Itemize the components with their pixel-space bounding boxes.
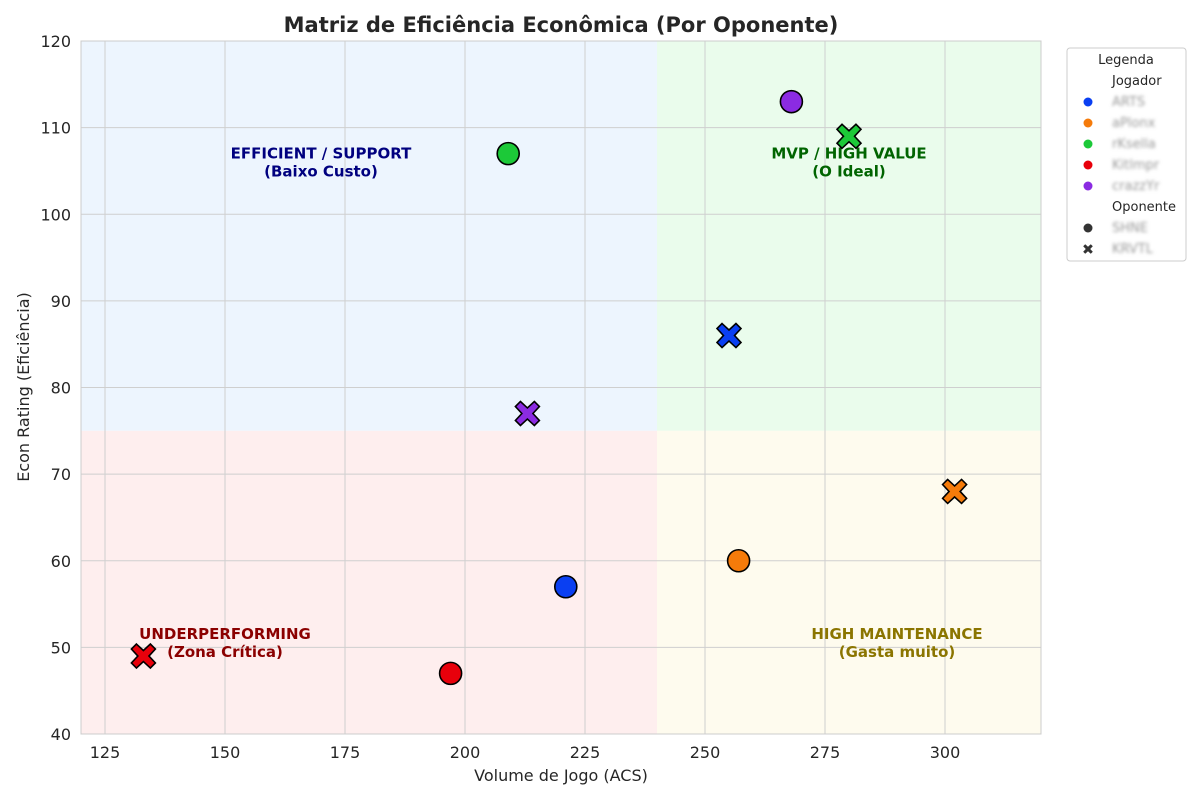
- legend-player-name: rKsella: [1112, 137, 1156, 152]
- y-axis-label: Econ Rating (Eficiência): [14, 292, 33, 482]
- point-x: [130, 642, 157, 670]
- point-x: [514, 400, 541, 427]
- x-tick-label: 150: [210, 743, 241, 762]
- point-circle: [496, 141, 521, 166]
- quadrant-sublabel-high: (Gasta muito): [839, 643, 956, 661]
- y-tick-label: 40: [51, 725, 71, 744]
- quadrant-label-efficient: EFFICIENT / SUPPORT: [231, 144, 412, 162]
- x-tick-label: 175: [330, 743, 361, 762]
- point-circle: [553, 574, 578, 599]
- plot-frame: [80, 40, 1042, 735]
- legend-style-title: Oponente: [1112, 200, 1176, 215]
- legend-opponent-marker: [1083, 244, 1093, 254]
- legend-player-marker: [1083, 181, 1093, 191]
- legend-title: Legenda: [1098, 53, 1154, 68]
- point-circle: [726, 548, 751, 573]
- legend-box: [1066, 47, 1187, 262]
- quadrant-high-maintenance-bg: [657, 430, 1041, 734]
- legend-player-name: crazzYr: [1112, 179, 1160, 194]
- legend-player-marker: [1083, 118, 1093, 128]
- x-tick-label: 250: [690, 743, 721, 762]
- x-tick-label: 275: [810, 743, 841, 762]
- x-tick-label: 300: [930, 743, 961, 762]
- legend-opponent-name: SHNE: [1112, 221, 1148, 236]
- quadrant-sublabel-mvp: (O Ideal): [812, 162, 885, 180]
- legend: Legenda Jogador ARTS aPlonx rKsella Kitlmpr…: [1066, 47, 1187, 262]
- x-tick-label: 225: [570, 743, 601, 762]
- quadrant-sublabel-efficient: (Baixo Custo): [264, 162, 378, 180]
- quadrant-label-under: UNDERPERFORMING: [139, 625, 311, 643]
- y-tick-label: 100: [40, 205, 71, 224]
- legend-opponent-marker: [1083, 223, 1093, 233]
- legend-opponent-name: KRVTL: [1112, 242, 1154, 257]
- y-tick-label: 110: [40, 119, 71, 138]
- y-tick-label: 50: [51, 638, 71, 657]
- y-tick-label: 60: [51, 552, 71, 571]
- y-tick-label: 70: [51, 465, 71, 484]
- legend-player-name: aPlonx: [1112, 116, 1156, 131]
- legend-player-name: Kitlmpr: [1112, 158, 1160, 173]
- legend-players: ARTS aPlonx rKsella Kitlmpr crazzYr: [1083, 95, 1160, 194]
- y-tick-label: 80: [51, 379, 71, 398]
- legend-player-marker: [1083, 139, 1093, 149]
- y-tick-label: 90: [51, 292, 71, 311]
- quadrant-labels: EFFICIENT / SUPPORT(Baixo Custo) MVP / HI…: [139, 144, 983, 661]
- point-x: [941, 478, 968, 505]
- point-x: [715, 322, 743, 349]
- quadrant-sublabel-under: (Zona Crítica): [167, 643, 283, 661]
- legend-opponents: SHNE KRVTL: [1083, 221, 1154, 257]
- legend-player-marker: [1083, 160, 1093, 170]
- point-x: [835, 123, 863, 150]
- legend-player-name: ARTS: [1112, 95, 1145, 110]
- point-circle: [438, 661, 463, 686]
- point-circle: [779, 89, 804, 114]
- quadrant-label-high: HIGH MAINTENANCE: [811, 625, 982, 643]
- x-axis-ticks: 125 150 175 200 225 250 275 300: [90, 743, 961, 762]
- y-axis-ticks: 40 50 60 70 80 90 100 110 120: [40, 32, 71, 744]
- x-tick-label: 125: [90, 743, 121, 762]
- legend-hue-title: Jogador: [1111, 74, 1162, 89]
- x-tick-label: 200: [450, 743, 481, 762]
- legend-player-marker: [1083, 97, 1093, 107]
- quadrant-mvp-bg: [657, 41, 1041, 431]
- x-axis-label: Volume de Jogo (ACS): [474, 766, 648, 785]
- chart-title: Matriz de Eficiência Econômica (Por Opon…: [284, 13, 839, 37]
- quadrant-efficient-bg: [81, 41, 657, 431]
- data-points: [130, 89, 968, 686]
- y-tick-label: 120: [40, 32, 71, 51]
- quadrant-label-mvp: MVP / HIGH VALUE: [771, 144, 926, 162]
